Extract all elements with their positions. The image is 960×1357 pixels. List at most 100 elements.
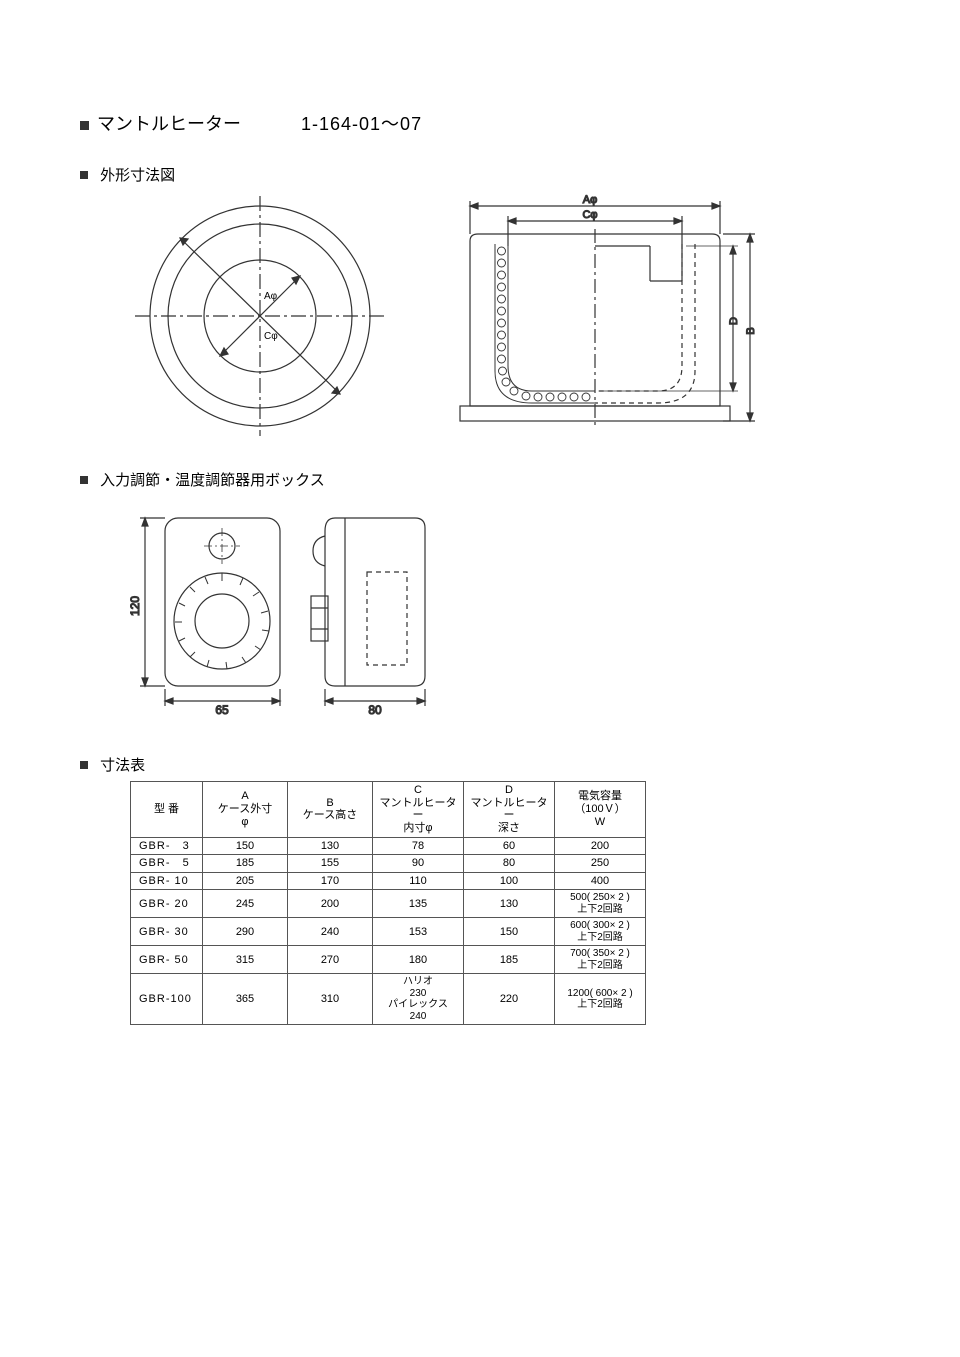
bullet-icon bbox=[80, 121, 89, 130]
table-cell: GBR-100 bbox=[131, 974, 203, 1025]
th-E-0: 電気容量 bbox=[578, 790, 622, 802]
table-cell: 245 bbox=[203, 890, 288, 918]
section-view-svg: Aφ Cφ bbox=[450, 191, 780, 441]
table-cell: GBR- 20 bbox=[131, 890, 203, 918]
table-cell: 250 bbox=[555, 855, 646, 873]
section-dims-diagram: 外形寸法図 bbox=[80, 164, 880, 185]
table-row: GBR- 20245200135130500( 250× 2 )上下2回路 bbox=[131, 890, 646, 918]
table-cell: GBR- 3 bbox=[131, 837, 203, 855]
bullet-icon bbox=[80, 761, 88, 769]
document-page: マントルヒーター 1-164-01～07 外形寸法図 bbox=[0, 0, 960, 1065]
table-cell: 315 bbox=[203, 946, 288, 974]
th-D: D マントルヒーター 深さ bbox=[464, 782, 555, 838]
table-cell: 205 bbox=[203, 872, 288, 890]
section-view-diagram: Aφ Cφ bbox=[450, 191, 780, 441]
item-code: 1-164-01～07 bbox=[301, 110, 422, 136]
table-cell: 270 bbox=[288, 946, 373, 974]
th-A-0: A bbox=[241, 790, 248, 802]
th-B-1: ケース高さ bbox=[303, 809, 357, 821]
table-cell: 100 bbox=[464, 872, 555, 890]
table-cell: 185 bbox=[203, 855, 288, 873]
table-cell: 180 bbox=[373, 946, 464, 974]
table-row: GBR- 30290240153150600( 300× 2 )上下2回路 bbox=[131, 918, 646, 946]
table-cell: 200 bbox=[288, 890, 373, 918]
bullet-icon bbox=[80, 171, 88, 179]
table-cell: GBR- 30 bbox=[131, 918, 203, 946]
th-A: A ケース外寸 φ bbox=[203, 782, 288, 838]
th-E: 電気容量 （100Ｖ） W bbox=[555, 782, 646, 838]
table-cell: 135 bbox=[373, 890, 464, 918]
table-row: GBR- 10205170110100400 bbox=[131, 872, 646, 890]
th-C-0: C bbox=[414, 784, 422, 796]
table-row: GBR- 50315270180185700( 350× 2 )上下2回路 bbox=[131, 946, 646, 974]
table-cell: 400 bbox=[555, 872, 646, 890]
table-cell: 153 bbox=[373, 918, 464, 946]
table-cell: 220 bbox=[464, 974, 555, 1025]
table-cell: 240 bbox=[288, 918, 373, 946]
th-C: C マントルヒーター 内寸φ bbox=[373, 782, 464, 838]
th-A-2: φ bbox=[241, 816, 248, 828]
table-cell: 185 bbox=[464, 946, 555, 974]
table-cell: 60 bbox=[464, 837, 555, 855]
dim-120: 120 bbox=[130, 596, 142, 616]
table-cell: 365 bbox=[203, 974, 288, 1025]
table-cell: 80 bbox=[464, 855, 555, 873]
table-row: GBR-100365310ハリオ230パイレックス2402201200( 600… bbox=[131, 974, 646, 1025]
dim-80: 80 bbox=[368, 703, 382, 717]
table-cell: 700( 350× 2 )上下2回路 bbox=[555, 946, 646, 974]
table-cell: 600( 300× 2 )上下2回路 bbox=[555, 918, 646, 946]
th-C-1: マントルヒーター bbox=[380, 797, 457, 822]
table-cell: 110 bbox=[373, 872, 464, 890]
label-a-phi: Aφ bbox=[264, 291, 278, 302]
controller-box-diagram: 120 bbox=[130, 496, 880, 726]
table-cell: 150 bbox=[203, 837, 288, 855]
th-model: 型 番 bbox=[131, 782, 203, 838]
th-A-1: ケース外寸 bbox=[218, 803, 272, 815]
table-cell: 170 bbox=[288, 872, 373, 890]
table-cell: 200 bbox=[555, 837, 646, 855]
table-cell: 310 bbox=[288, 974, 373, 1025]
table-body: GBR- 31501307860200GBR- 51851559080250GB… bbox=[131, 837, 646, 1025]
dim-B: B bbox=[745, 327, 757, 334]
dimensions-table: 型 番 A ケース外寸 φ B ケース高さ C マントルヒーター 内寸φ D bbox=[130, 781, 646, 1025]
table-cell: 500( 250× 2 )上下2回路 bbox=[555, 890, 646, 918]
dim-C: Cφ bbox=[582, 209, 597, 221]
section-label: 外形寸法図 bbox=[100, 167, 175, 184]
label-c-phi: Cφ bbox=[264, 331, 278, 342]
th-C-2: 内寸φ bbox=[403, 822, 432, 834]
section-label: 入力調節・温度調節器用ボックス bbox=[100, 472, 325, 489]
section-box: 入力調節・温度調節器用ボックス bbox=[80, 469, 880, 490]
page-title: マントルヒーター bbox=[97, 110, 241, 136]
dim-65: 65 bbox=[215, 703, 229, 717]
outline-diagram-row: Aφ Cφ Aφ bbox=[80, 191, 880, 441]
top-view-svg: Aφ Cφ bbox=[130, 191, 390, 441]
bullet-icon bbox=[80, 476, 88, 484]
table-cell: GBR- 50 bbox=[131, 946, 203, 974]
table-cell: 290 bbox=[203, 918, 288, 946]
dim-D: D bbox=[728, 317, 740, 325]
table-cell: 78 bbox=[373, 837, 464, 855]
th-E-1: （100Ｖ） bbox=[574, 803, 625, 815]
th-B: B ケース高さ bbox=[288, 782, 373, 838]
section-table: 寸法表 bbox=[80, 754, 880, 775]
page-title-row: マントルヒーター 1-164-01～07 bbox=[80, 110, 880, 136]
table-cell: GBR- 5 bbox=[131, 855, 203, 873]
table-cell: GBR- 10 bbox=[131, 872, 203, 890]
table-cell: 130 bbox=[288, 837, 373, 855]
table-cell: 155 bbox=[288, 855, 373, 873]
section-label: 寸法表 bbox=[100, 757, 145, 774]
table-cell: 90 bbox=[373, 855, 464, 873]
table-cell: 1200( 600× 2 )上下2回路 bbox=[555, 974, 646, 1025]
table-row: GBR- 31501307860200 bbox=[131, 837, 646, 855]
table-head: 型 番 A ケース外寸 φ B ケース高さ C マントルヒーター 内寸φ D bbox=[131, 782, 646, 838]
th-D-0: D bbox=[505, 784, 513, 796]
top-view-diagram: Aφ Cφ bbox=[130, 191, 390, 441]
th-B-0: B bbox=[326, 797, 333, 809]
th-E-2: W bbox=[595, 816, 605, 828]
th-D-1: マントルヒーター bbox=[471, 797, 548, 822]
controller-svg: 120 bbox=[130, 496, 450, 726]
table-cell: 130 bbox=[464, 890, 555, 918]
table-cell: ハリオ230パイレックス240 bbox=[373, 974, 464, 1025]
dim-A: Aφ bbox=[583, 194, 597, 206]
table-cell: 150 bbox=[464, 918, 555, 946]
